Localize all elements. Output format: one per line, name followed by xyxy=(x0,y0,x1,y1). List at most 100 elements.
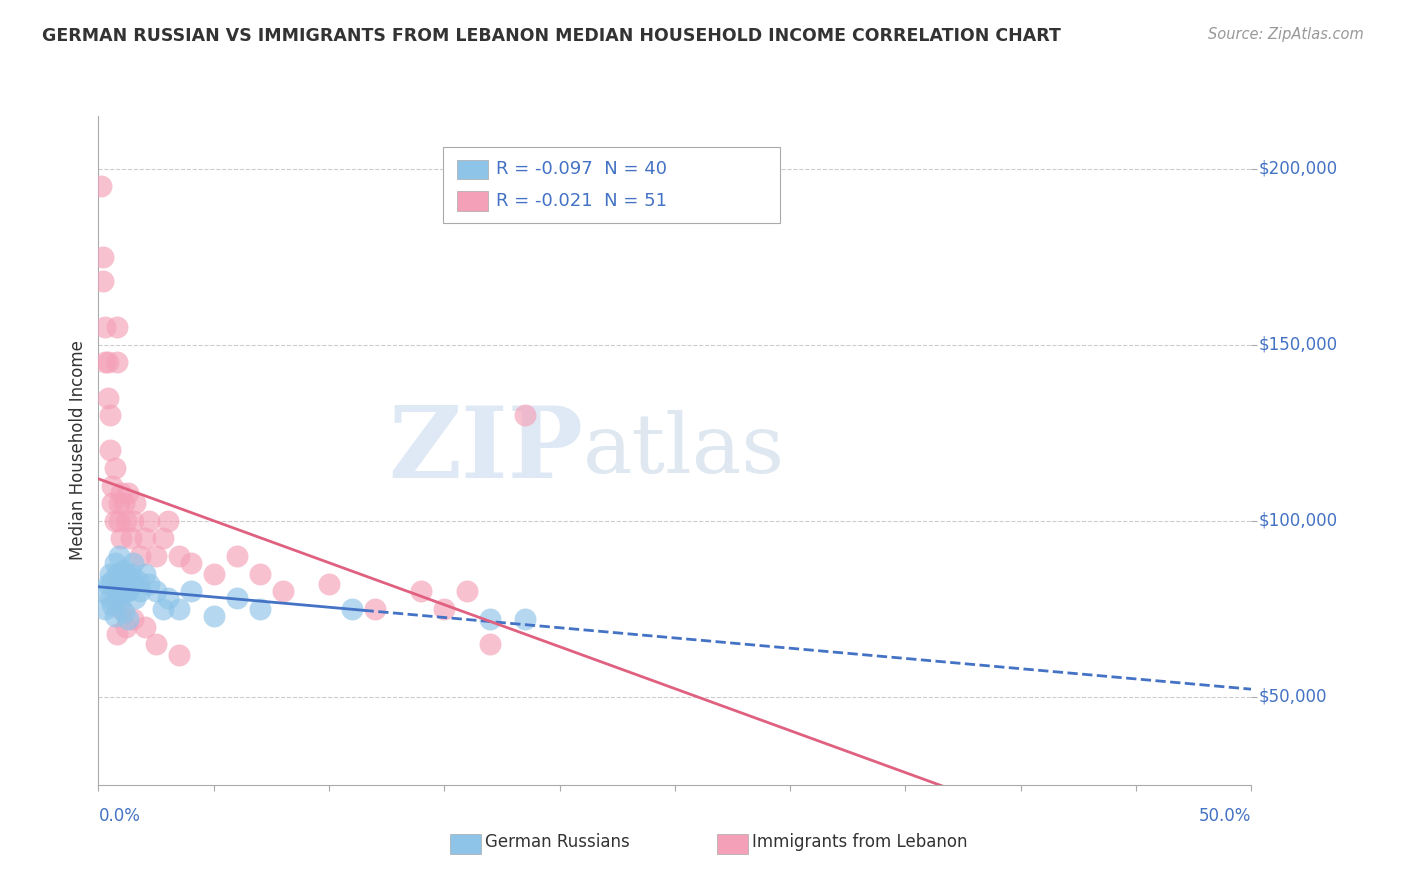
Point xyxy=(249,602,271,616)
Point xyxy=(120,566,142,581)
Point xyxy=(513,409,536,423)
Point xyxy=(110,532,132,546)
Point xyxy=(340,602,363,616)
Point xyxy=(180,556,202,570)
Point xyxy=(122,612,145,626)
Point xyxy=(103,514,125,528)
Point xyxy=(101,599,124,613)
Point xyxy=(115,584,138,599)
Point xyxy=(180,584,202,599)
Point xyxy=(117,485,139,500)
Point xyxy=(134,619,156,633)
Point xyxy=(112,563,135,577)
Text: $150,000: $150,000 xyxy=(1258,335,1337,354)
Point xyxy=(97,391,120,405)
Point xyxy=(94,355,117,369)
Point xyxy=(98,443,121,458)
Point xyxy=(479,612,502,626)
Point xyxy=(225,591,247,606)
Point xyxy=(411,584,433,599)
Point xyxy=(110,574,132,588)
Point xyxy=(167,602,190,616)
Point xyxy=(479,637,502,651)
Point xyxy=(110,602,132,616)
Point xyxy=(120,532,142,546)
Text: $50,000: $50,000 xyxy=(1258,688,1327,706)
Point xyxy=(112,606,135,620)
Point xyxy=(115,514,138,528)
Point xyxy=(91,250,114,264)
Point xyxy=(202,609,225,624)
Point xyxy=(433,602,456,616)
Text: R = -0.021  N = 51: R = -0.021 N = 51 xyxy=(496,192,668,210)
Point xyxy=(103,461,125,475)
Point xyxy=(91,275,114,289)
Point xyxy=(124,591,146,606)
Point xyxy=(167,549,190,563)
Point xyxy=(108,595,131,609)
Point xyxy=(98,409,121,423)
Text: GERMAN RUSSIAN VS IMMIGRANTS FROM LEBANON MEDIAN HOUSEHOLD INCOME CORRELATION CH: GERMAN RUSSIAN VS IMMIGRANTS FROM LEBANO… xyxy=(42,27,1062,45)
Point xyxy=(225,549,247,563)
Point xyxy=(103,556,125,570)
Point xyxy=(122,577,145,591)
Text: 50.0%: 50.0% xyxy=(1199,807,1251,825)
Point xyxy=(127,574,149,588)
Text: Immigrants from Lebanon: Immigrants from Lebanon xyxy=(752,833,967,851)
Point xyxy=(98,591,121,606)
Point xyxy=(105,320,128,334)
Point xyxy=(91,584,114,599)
Point xyxy=(108,514,131,528)
Text: 0.0%: 0.0% xyxy=(98,807,141,825)
Point xyxy=(108,549,131,563)
Point xyxy=(271,584,294,599)
Point xyxy=(115,619,138,633)
Point xyxy=(138,514,160,528)
Text: $100,000: $100,000 xyxy=(1258,512,1337,530)
Point xyxy=(152,532,174,546)
Point xyxy=(101,478,124,492)
Point xyxy=(129,549,152,563)
Point xyxy=(97,355,120,369)
Point xyxy=(145,549,167,563)
Point xyxy=(145,584,167,599)
Point xyxy=(105,355,128,369)
Point xyxy=(98,566,121,581)
Point xyxy=(97,577,120,591)
Point xyxy=(112,496,135,510)
Text: atlas: atlas xyxy=(582,410,785,491)
Point xyxy=(94,602,117,616)
Point xyxy=(134,566,156,581)
Point xyxy=(108,496,131,510)
Point xyxy=(117,584,139,599)
Text: ZIP: ZIP xyxy=(388,402,582,499)
Point xyxy=(94,320,117,334)
Point xyxy=(129,584,152,599)
Y-axis label: Median Household Income: Median Household Income xyxy=(69,341,87,560)
Point xyxy=(101,496,124,510)
Point xyxy=(364,602,387,616)
Point xyxy=(101,574,124,588)
Point xyxy=(249,566,271,581)
Point xyxy=(90,179,112,194)
Point xyxy=(105,566,128,581)
Point xyxy=(156,514,179,528)
Point xyxy=(456,584,478,599)
Point xyxy=(105,626,128,640)
Point xyxy=(134,532,156,546)
Point xyxy=(122,556,145,570)
Point xyxy=(152,602,174,616)
Point xyxy=(115,566,138,581)
Text: Source: ZipAtlas.com: Source: ZipAtlas.com xyxy=(1208,27,1364,42)
Text: $200,000: $200,000 xyxy=(1258,160,1337,178)
Point xyxy=(202,566,225,581)
Point xyxy=(145,637,167,651)
Text: R = -0.097  N = 40: R = -0.097 N = 40 xyxy=(496,161,668,178)
Point xyxy=(110,588,132,602)
Point xyxy=(117,612,139,626)
Point xyxy=(110,485,132,500)
Point xyxy=(138,577,160,591)
Point xyxy=(167,648,190,662)
Point xyxy=(124,496,146,510)
Point xyxy=(103,609,125,624)
